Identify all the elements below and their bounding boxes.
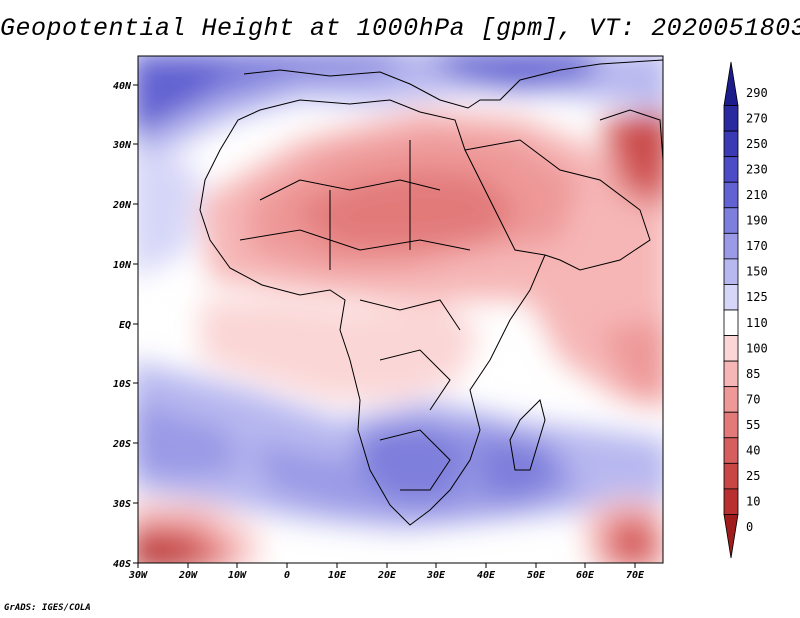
x-tick-label: 20E [377, 570, 397, 581]
y-tick-label: EQ [119, 320, 131, 331]
colorbar-label: 55 [746, 418, 760, 432]
colorbar-label: 190 [746, 214, 768, 228]
colorbar-label: 125 [746, 290, 768, 304]
colorbar: 2902702502302101901701501251101008570554… [723, 61, 768, 559]
colorbar-swatch [723, 105, 739, 132]
colorbar-swatch [723, 335, 739, 362]
x-tick-label: 0 [284, 570, 290, 581]
colorbar-swatch [723, 284, 739, 311]
colorbar-swatch [723, 207, 739, 234]
x-tick-label: 10W [228, 570, 247, 581]
colorbar-swatch [723, 130, 739, 158]
colorbar-label: 10 [746, 495, 760, 509]
colorbar-swatch [723, 309, 739, 336]
y-tick-label: 10S [113, 379, 131, 390]
colorbar-label: 170 [746, 239, 768, 253]
colorbar-label: 100 [746, 341, 768, 355]
colorbar-label: 40 [746, 444, 760, 458]
x-tick-label: 60E [576, 570, 595, 581]
x-tick-label: 10E [328, 570, 347, 581]
colorbar-swatch [723, 181, 739, 209]
colorbar-swatch [723, 437, 739, 464]
x-axis-labels: 30W 20W 10W 0 10E 20E 30E 40E 50E 60E 70… [128, 570, 645, 581]
colorbar-label: 150 [746, 265, 768, 279]
y-tick-label: 30N [112, 140, 132, 151]
colorbar-label: 25 [746, 469, 760, 483]
colorbar-label: 270 [746, 111, 768, 125]
x-tick-label: 30E [426, 570, 446, 581]
axis-ticks [133, 84, 636, 568]
y-tick-label: 10N [113, 260, 132, 271]
colorbar-label: 0 [746, 520, 753, 534]
colorbar-swatch [723, 386, 739, 413]
x-tick-label: 30W [128, 570, 148, 581]
colorbar-swatch [723, 462, 739, 490]
colorbar-swatch [723, 258, 739, 285]
y-tick-label: 40S [113, 559, 131, 570]
colorbar-label: 230 [746, 162, 768, 176]
y-tick-label: 30S [112, 499, 131, 510]
colorbar-label: 110 [746, 316, 768, 330]
x-tick-label: 40E [477, 570, 496, 581]
colorbar-label: 290 [746, 86, 768, 100]
y-tick-label: 20S [112, 439, 131, 450]
x-tick-label: 50E [527, 570, 546, 581]
colorbar-swatch [723, 411, 739, 439]
colorbar-label: 250 [746, 137, 768, 151]
colorbar-label: 70 [746, 392, 760, 406]
colorbar-label: 85 [746, 367, 760, 381]
credit-text: GrADS: IGES/COLA [4, 603, 91, 613]
y-tick-label: 40N [113, 81, 132, 92]
colorbar-swatch [723, 360, 739, 388]
y-axis-labels: 40N 30N 20N 10N EQ 10S 20S 30S 40S [112, 81, 132, 570]
x-tick-label: 20W [178, 570, 198, 581]
colorbar-swatch [723, 488, 739, 515]
colorbar-swatch [723, 156, 739, 183]
y-tick-label: 20N [112, 200, 132, 211]
map-frame [137, 55, 664, 564]
height-field [138, 56, 663, 563]
colorbar-swatch [723, 61, 739, 106]
colorbar-swatch [723, 232, 739, 260]
map-title: Geopotential Height at 1000hPa [gpm], VT… [0, 14, 800, 43]
x-tick-label: 70E [626, 570, 645, 581]
colorbar-swatch [723, 514, 739, 559]
coastlines [199, 59, 663, 526]
colorbar-label: 210 [746, 188, 768, 202]
